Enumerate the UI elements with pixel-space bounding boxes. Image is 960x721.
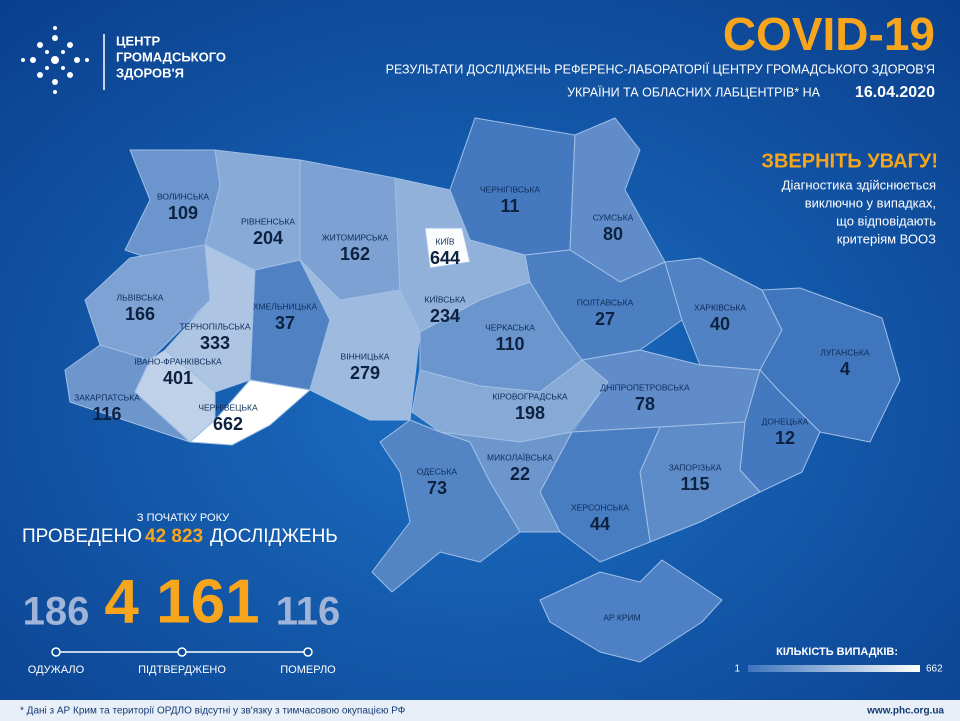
region: [299, 259, 421, 421]
region-name: МИКОЛАЇВСЬКА: [487, 452, 553, 462]
region-cases: 80: [603, 224, 623, 244]
region: [64, 344, 191, 443]
tested-count: 42 823: [145, 526, 203, 547]
org-name: ЦЕНТР: [116, 33, 160, 48]
region-name: ХЕРСОНСЬКА: [571, 502, 629, 512]
region-name: КІРОВОГРАДСЬКА: [492, 391, 567, 401]
footer-bar: [0, 700, 960, 721]
notice-title: ЗВЕРНІТЬ УВАГУ!: [761, 150, 938, 172]
notice-line: Діагностика здійснюється: [782, 177, 936, 192]
region-name: АР КРИМ: [603, 612, 641, 622]
region-cases: 401: [163, 368, 193, 388]
region: [189, 379, 311, 446]
summary-dot: [51, 647, 61, 657]
region-cases: 37: [275, 313, 295, 333]
tested-prefix: ПРОВЕДЕНО: [22, 526, 142, 547]
region-name: КИЇВСЬКА: [424, 294, 465, 304]
region-cases: 279: [350, 363, 380, 383]
title: COVID-19: [723, 8, 935, 60]
region-name: ДНІПРОПЕТРОВСЬКА: [600, 382, 690, 392]
region-cases: 204: [253, 228, 283, 248]
summary-label: ПІДТВЕРДЖЕНО: [138, 664, 226, 676]
subtitle: УКРАЇНИ ТА ОБЛАСНИХ ЛАБЦЕНТРІВ* НА: [567, 85, 821, 99]
confirmed-count: 4 161: [104, 567, 259, 636]
region-name: ЛЬВІВСЬКА: [117, 292, 164, 302]
region-cases: 166: [125, 304, 155, 324]
region: [424, 227, 471, 269]
footer-note: * Дані з АР Крим та території ОРДЛО відс…: [20, 706, 406, 717]
region-name: ІВАНО-ФРАНКІВСЬКА: [134, 356, 222, 366]
report-date: 16.04.2020: [855, 84, 935, 101]
region: [411, 359, 609, 443]
region-cases: 109: [168, 203, 198, 223]
region-cases: 12: [775, 428, 795, 448]
region-name: ДОНЕЦЬКА: [762, 416, 809, 426]
region-cases: 333: [200, 333, 230, 353]
legend-bar: [748, 665, 920, 672]
summary-label: ПОМЕРЛО: [280, 664, 336, 676]
region-name: ТЕРНОПІЛЬСЬКА: [179, 321, 250, 331]
summary-label: ОДУЖАЛО: [28, 664, 85, 676]
notice-line: критеріям ВООЗ: [837, 231, 936, 246]
region-cases: 78: [635, 394, 655, 414]
region-name: ЗАКАРПАТСЬКА: [74, 392, 140, 402]
notice-line: що відповідають: [836, 213, 936, 228]
region-name: ХАРКІВСЬКА: [694, 302, 746, 312]
region-name: ХМЕЛЬНИЦЬКА: [253, 301, 318, 311]
region-name: РІВНЕНСЬКА: [241, 216, 295, 226]
region-cases: 662: [213, 414, 243, 434]
region-name: ЧЕРНІВЕЦЬКА: [198, 402, 258, 412]
region-name: ВІННИЦЬКА: [341, 351, 390, 361]
region-name: КИЇВ: [435, 236, 454, 246]
legend-min: 1: [734, 664, 740, 675]
region: [371, 419, 521, 593]
region-cases: 110: [495, 334, 524, 354]
region-cases: 27: [595, 309, 615, 329]
region-cases: 115: [680, 474, 709, 494]
region-cases: 198: [515, 403, 545, 423]
region-name: ЧЕРКАСЬКА: [485, 322, 535, 332]
crimea-region: [539, 559, 723, 663]
region-cases: 644: [430, 248, 460, 268]
region-name: ЖИТОМИРСЬКА: [322, 232, 389, 242]
org-name: ГРОМАДСЬКОГО: [116, 49, 226, 64]
region-cases: 234: [430, 306, 460, 326]
region-cases: 22: [510, 464, 530, 484]
region-cases: 73: [427, 478, 447, 498]
region-name: ВОЛИНСЬКА: [157, 191, 209, 201]
region-cases: 162: [340, 244, 370, 264]
tested-suffix: ДОСЛІДЖЕНЬ: [210, 526, 338, 547]
region-name: ЛУГАНСЬКА: [820, 347, 869, 357]
region-name: ЧЕРНІГІВСЬКА: [480, 184, 541, 194]
org-name: ЗДОРОВ'Я: [116, 65, 184, 80]
region-cases: 11: [500, 196, 519, 216]
region-name: СУМСЬКА: [593, 212, 634, 222]
region-cases: 40: [710, 314, 730, 334]
since-label: З ПОЧАТКУ РОКУ: [137, 512, 230, 524]
region-name: ПОЛТАВСЬКА: [577, 297, 634, 307]
deaths-count: 116: [276, 590, 341, 634]
subtitle: РЕЗУЛЬТАТИ ДОСЛІДЖЕНЬ РЕФЕРЕНС-ЛАБОРАТОР…: [386, 62, 935, 76]
region: [759, 287, 901, 443]
summary-dot: [303, 647, 313, 657]
region-name: ЗАПОРІЗЬКА: [669, 462, 722, 472]
summary-dot: [177, 647, 187, 657]
region: [524, 249, 683, 361]
recovered-count: 186: [23, 590, 90, 634]
logo: [21, 26, 89, 94]
region-name: ОДЕСЬКА: [417, 466, 458, 476]
region-cases: 4: [840, 359, 850, 379]
region-cases: 116: [92, 404, 121, 424]
legend-max: 662: [926, 664, 943, 675]
footer-url: www.phc.org.ua: [866, 706, 944, 717]
region-cases: 44: [590, 514, 610, 534]
notice-line: виключно у випадках,: [805, 195, 936, 210]
legend-title: КІЛЬКІСТЬ ВИПАДКІВ:: [776, 646, 898, 658]
map: АР КРИМ ВОЛИНСЬКА 109 РІВНЕНСЬКА 204 ЖИТОМИРС…: [64, 117, 901, 663]
